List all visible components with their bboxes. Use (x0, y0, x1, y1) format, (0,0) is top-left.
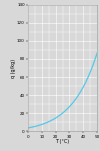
X-axis label: T (°C): T (°C) (55, 139, 70, 144)
Y-axis label: q (g/kg): q (g/kg) (11, 58, 16, 77)
